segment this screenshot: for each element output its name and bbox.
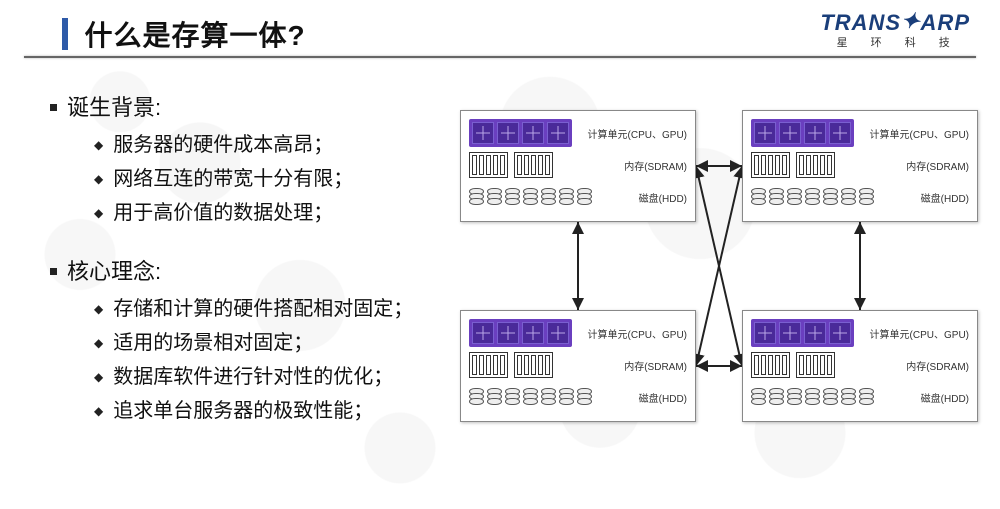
cpu-gpu-icon [469, 319, 572, 347]
logo-wordmark: TRANS✦ARP [820, 10, 970, 36]
memory-row: 内存(SDRAM) [469, 149, 687, 181]
disk-label: 磁盘(HDD) [921, 190, 969, 205]
ram-icon [469, 352, 553, 378]
bullet-list: 服务器的硬件成本高昂； 网络互连的带宽十分有限； 用于高价值的数据处理； [94, 128, 440, 230]
disk-row: 磁盘(HDD) [469, 382, 687, 414]
bullet-item: 存储和计算的硬件搭配相对固定； [94, 292, 440, 326]
section-core: 核心理念: 存储和计算的硬件搭配相对固定； 适用的场景相对固定； 数据库软件进行… [50, 254, 440, 428]
header-divider [24, 56, 976, 58]
hdd-icon [469, 188, 592, 208]
server-node: 计算单元(CPU、GPU) 内存(SDRAM) 磁盘(HDD) [742, 110, 978, 222]
disk-label: 磁盘(HDD) [639, 390, 687, 405]
logo-bolt-icon: ✦ [899, 7, 922, 35]
title-text: 什么是存算一体? [84, 14, 305, 54]
bullet-list: 存储和计算的硬件搭配相对固定； 适用的场景相对固定； 数据库软件进行针对性的优化… [94, 292, 440, 428]
memory-label: 内存(SDRAM) [624, 358, 687, 373]
memory-row: 内存(SDRAM) [751, 149, 969, 181]
bullet-item: 用于高价值的数据处理； [94, 196, 440, 230]
memory-label: 内存(SDRAM) [624, 158, 687, 173]
disk-label: 磁盘(HDD) [921, 390, 969, 405]
server-node: 计算单元(CPU、GPU) 内存(SDRAM) 磁盘(HDD) [460, 110, 696, 222]
text-content: 诞生背景: 服务器的硬件成本高昂； 网络互连的带宽十分有限； 用于高价值的数据处… [50, 90, 440, 452]
brand-logo: TRANS✦ARP 星 环 科 技 [820, 10, 970, 50]
section-heading-text: 核心理念: [67, 259, 161, 284]
memory-label: 内存(SDRAM) [906, 358, 969, 373]
memory-row: 内存(SDRAM) [751, 349, 969, 381]
memory-label: 内存(SDRAM) [906, 158, 969, 173]
bullet-item: 服务器的硬件成本高昂； [94, 128, 440, 162]
ram-icon [751, 152, 835, 178]
compute-label: 计算单元(CPU、GPU) [870, 126, 969, 141]
cpu-gpu-icon [751, 319, 854, 347]
bullet-item: 数据库软件进行针对性的优化； [94, 360, 440, 394]
server-node: 计算单元(CPU、GPU) 内存(SDRAM) 磁盘(HDD) [460, 310, 696, 422]
disk-row: 磁盘(HDD) [751, 382, 969, 414]
compute-row: 计算单元(CPU、GPU) [469, 317, 687, 349]
ram-icon [751, 352, 835, 378]
memory-row: 内存(SDRAM) [469, 349, 687, 381]
disk-label: 磁盘(HDD) [639, 190, 687, 205]
bullet-item: 网络互连的带宽十分有限； [94, 162, 440, 196]
hdd-icon [469, 388, 592, 408]
disk-row: 磁盘(HDD) [751, 182, 969, 214]
hdd-icon [751, 188, 874, 208]
section-heading: 诞生背景: [50, 90, 440, 122]
cpu-gpu-icon [469, 119, 572, 147]
compute-label: 计算单元(CPU、GPU) [588, 326, 687, 341]
section-heading-text: 诞生背景: [67, 95, 161, 120]
bullet-item: 追求单台服务器的极致性能； [94, 394, 440, 428]
ram-icon [469, 152, 553, 178]
bullet-item: 适用的场景相对固定； [94, 326, 440, 360]
hdd-icon [751, 388, 874, 408]
title-accent-bar [62, 18, 68, 50]
architecture-diagram: 计算单元(CPU、GPU)内存(SDRAM)磁盘(HDD)计算单元(CPU、GP… [460, 110, 980, 450]
slide-title: 什么是存算一体? [62, 14, 306, 54]
disk-row: 磁盘(HDD) [469, 182, 687, 214]
server-node: 计算单元(CPU、GPU) 内存(SDRAM) 磁盘(HDD) [742, 310, 978, 422]
section-background: 诞生背景: 服务器的硬件成本高昂； 网络互连的带宽十分有限； 用于高价值的数据处… [50, 90, 440, 230]
compute-label: 计算单元(CPU、GPU) [870, 326, 969, 341]
compute-row: 计算单元(CPU、GPU) [751, 317, 969, 349]
cpu-gpu-icon [751, 119, 854, 147]
logo-subtitle: 星 环 科 技 [820, 34, 970, 50]
section-heading: 核心理念: [50, 254, 440, 286]
compute-label: 计算单元(CPU、GPU) [588, 126, 687, 141]
compute-row: 计算单元(CPU、GPU) [469, 117, 687, 149]
compute-row: 计算单元(CPU、GPU) [751, 117, 969, 149]
